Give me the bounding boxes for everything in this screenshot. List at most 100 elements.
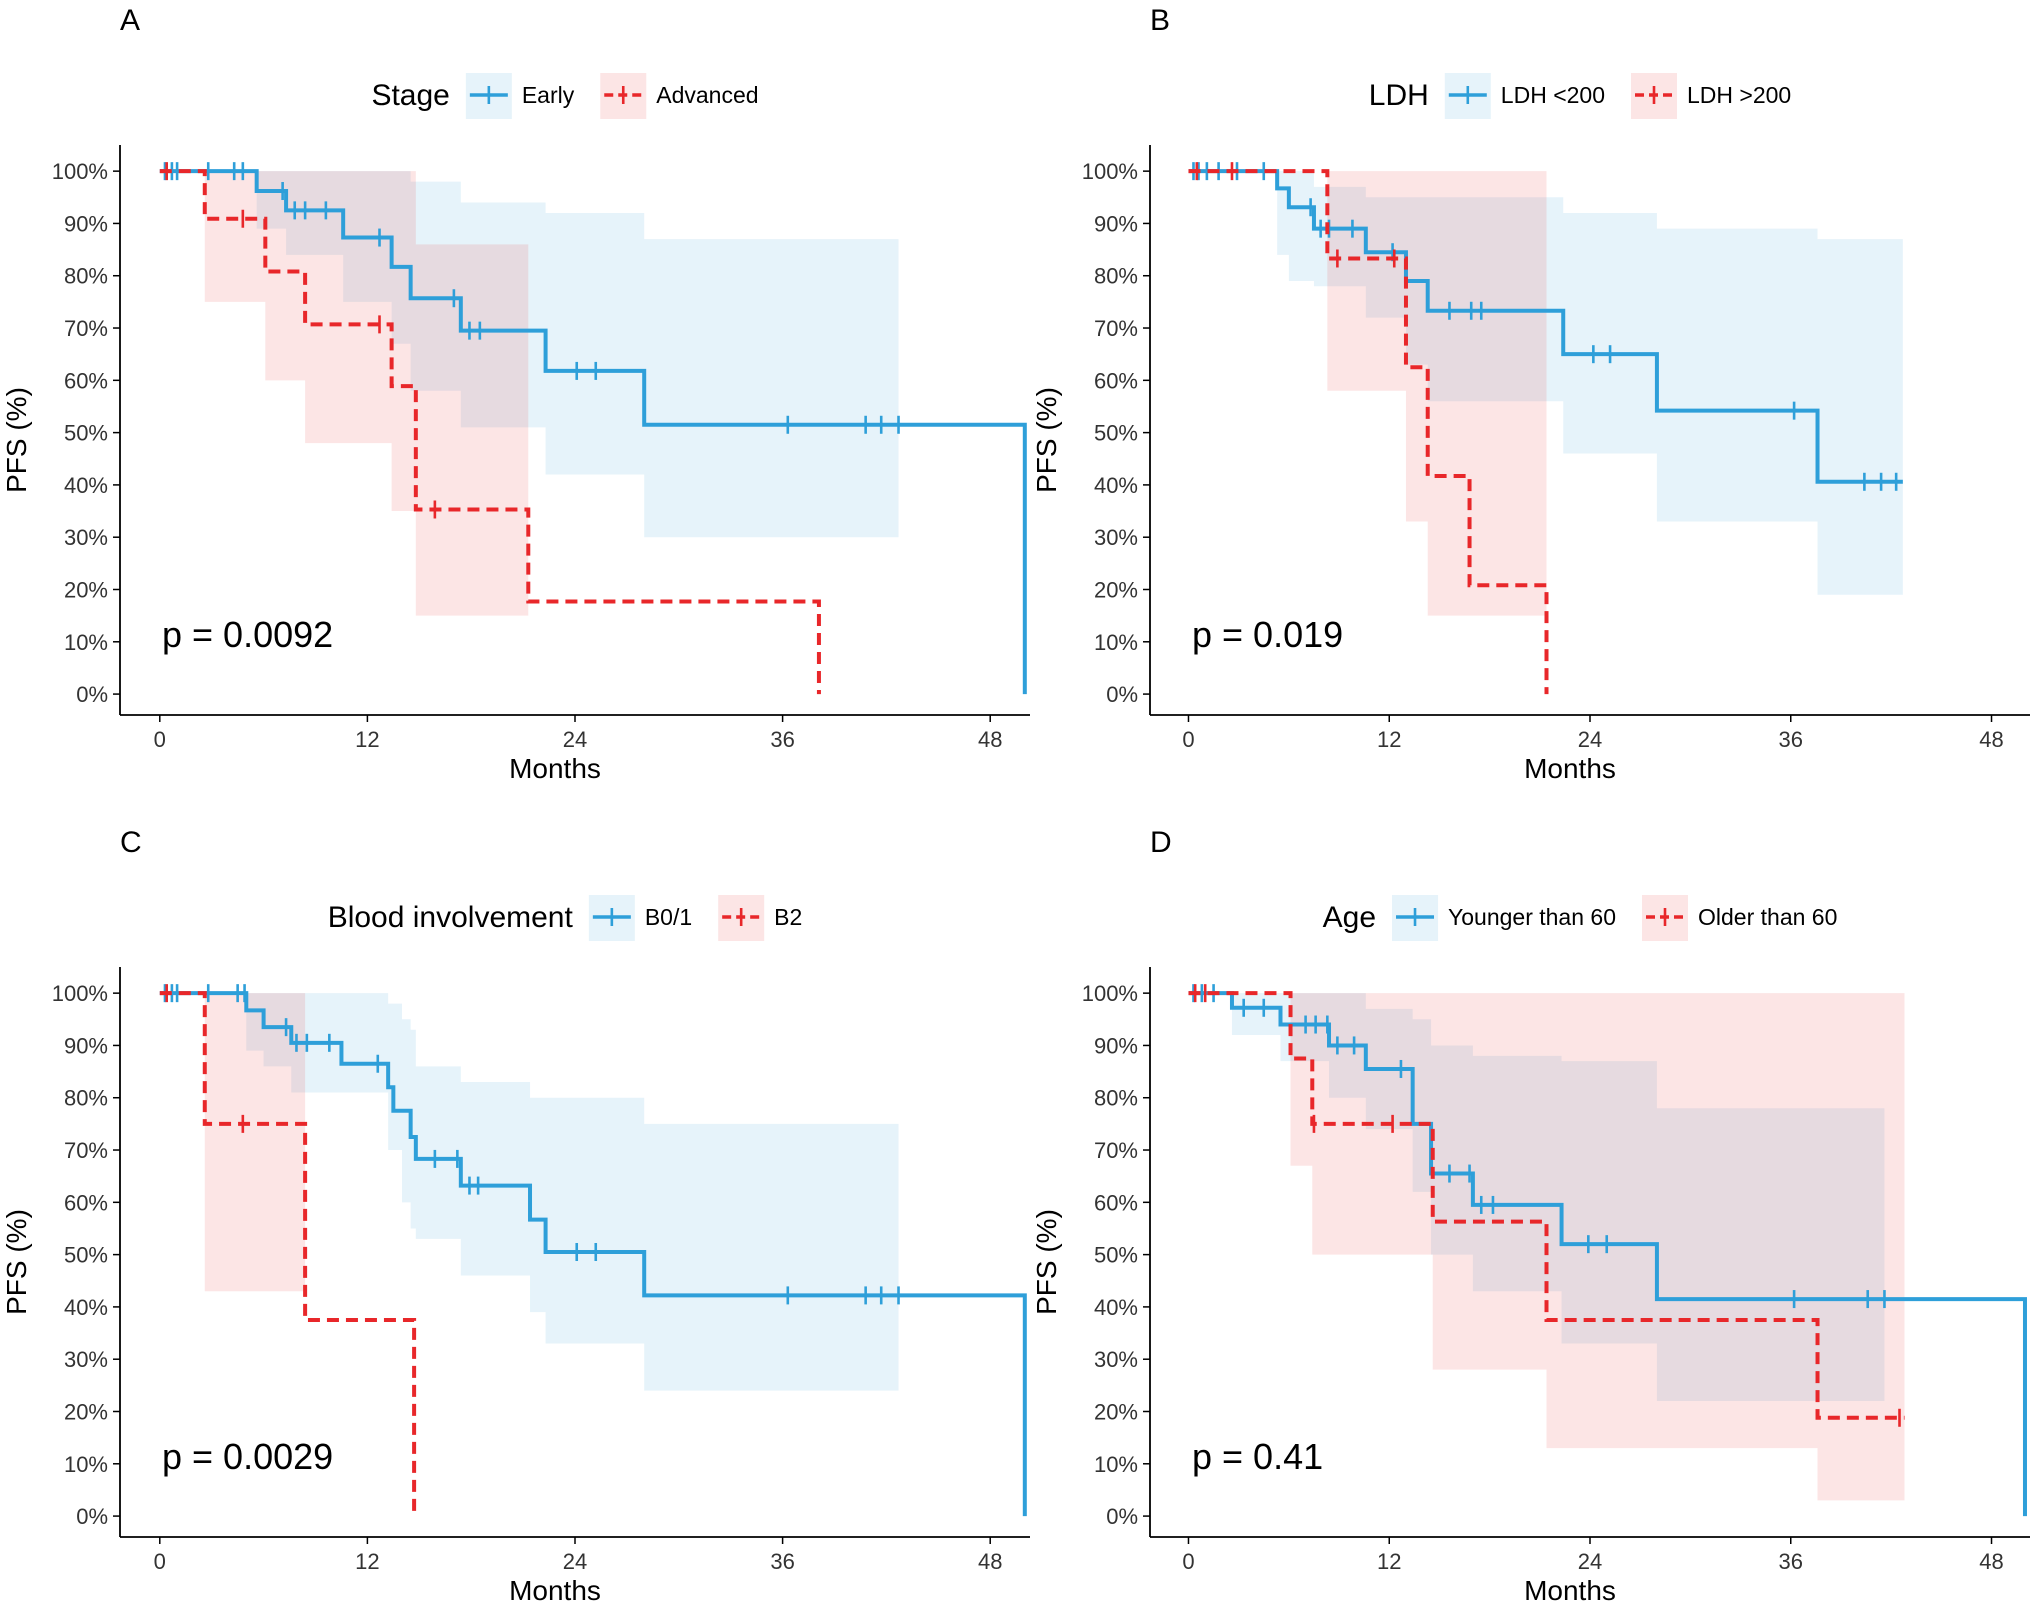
y-tick-label: 80% — [64, 1086, 108, 1111]
y-tick-label: 30% — [64, 525, 108, 550]
x-tick-label: 48 — [978, 727, 1002, 752]
p-value-label: p = 0.0092 — [162, 614, 333, 655]
legend-label-red: LDH >200 — [1687, 82, 1791, 108]
x-axis-title: Months — [509, 753, 601, 784]
y-tick-label: 40% — [64, 473, 108, 498]
panel-letter: B — [1150, 4, 1170, 37]
legend-label-red: Older than 60 — [1698, 904, 1837, 930]
legend: Stage Early Advanced — [371, 73, 759, 119]
y-tick-label: 70% — [1094, 316, 1138, 341]
x-tick-label: 0 — [154, 1549, 166, 1574]
y-tick-label: 60% — [1094, 1190, 1138, 1215]
x-tick-label: 48 — [1979, 727, 2003, 752]
y-tick-label: 80% — [64, 264, 108, 289]
x-tick-label: 12 — [1377, 727, 1401, 752]
panel-letter: A — [120, 4, 140, 37]
y-tick-label: 70% — [64, 1138, 108, 1163]
x-tick-label: 36 — [770, 727, 794, 752]
confidence-band-red — [159, 993, 306, 1292]
y-tick-label: 20% — [64, 1399, 108, 1424]
y-tick-label: 30% — [64, 1347, 108, 1372]
x-axis-title: Months — [1524, 753, 1616, 784]
x-tick-label: 24 — [563, 1549, 587, 1574]
y-axis-title: PFS (%) — [1, 1209, 32, 1315]
x-tick-label: 24 — [563, 727, 587, 752]
y-tick-label: 70% — [1094, 1138, 1138, 1163]
x-tick-label: 0 — [1182, 727, 1194, 752]
legend-title: Age — [1323, 901, 1376, 934]
x-tick-label: 12 — [355, 1549, 379, 1574]
legend-label-blue: Early — [522, 82, 575, 108]
panel-d: D 0% 10% 20% 30% 40% 50% 60% 70% 80% 90% 100% 0 12 24 3… — [1031, 826, 2030, 1606]
legend: Blood involvement B0/1 B2 — [328, 895, 802, 941]
legend-title: Blood involvement — [328, 901, 574, 934]
survival-curve-red — [1188, 991, 1905, 1420]
legend-title: Stage — [371, 79, 449, 112]
panel-c: C 0% 10% 20% 30% 40% 50% 60% 70% 80% 90% 100% 0 12 24 3… — [1, 826, 1030, 1606]
x-tick-label: 36 — [770, 1549, 794, 1574]
x-tick-label: 24 — [1578, 1549, 1602, 1574]
y-tick-label: 80% — [1094, 1086, 1138, 1111]
confidence-band-blue — [1188, 171, 1903, 595]
y-tick-label: 90% — [64, 211, 108, 236]
y-tick-label: 100% — [52, 981, 108, 1006]
x-axis-title: Months — [1524, 1575, 1616, 1606]
x-tick-label: 12 — [355, 727, 379, 752]
y-tick-label: 90% — [64, 1033, 108, 1058]
survival-curve-blue — [159, 169, 1027, 695]
y-tick-label: 50% — [64, 421, 108, 446]
panel-a: A 0% 10% 20% 30% 40% 50% 60% 70% 80% 90% 100% 0 12 24 3… — [1, 4, 1030, 784]
x-tick-label: 36 — [1779, 1549, 1803, 1574]
panel-letter: D — [1150, 826, 1172, 859]
y-tick-label: 10% — [64, 630, 108, 655]
survival-curve-blue — [1188, 991, 2027, 1517]
x-tick-label: 48 — [978, 1549, 1002, 1574]
y-tick-label: 50% — [1094, 421, 1138, 446]
y-tick-label: 100% — [1082, 159, 1138, 184]
y-tick-label: 0% — [76, 1504, 108, 1529]
legend-title: LDH — [1369, 79, 1429, 112]
y-tick-label: 0% — [1106, 1504, 1138, 1529]
legend-label-blue: B0/1 — [645, 904, 692, 930]
panel-letter: C — [120, 826, 142, 859]
x-axis-title: Months — [509, 1575, 601, 1606]
x-tick-label: 48 — [1979, 1549, 2003, 1574]
y-tick-label: 60% — [64, 368, 108, 393]
y-tick-label: 20% — [1094, 577, 1138, 602]
legend: LDH LDH <200 LDH >200 — [1369, 73, 1791, 119]
y-tick-label: 30% — [1094, 1347, 1138, 1372]
y-tick-label: 30% — [1094, 525, 1138, 550]
y-tick-label: 40% — [1094, 473, 1138, 498]
y-tick-label: 90% — [1094, 211, 1138, 236]
y-tick-label: 50% — [64, 1243, 108, 1268]
y-tick-label: 50% — [1094, 1243, 1138, 1268]
y-tick-label: 100% — [1082, 981, 1138, 1006]
survival-curve-red — [159, 991, 417, 1517]
y-axis-title: PFS (%) — [1031, 1209, 1062, 1315]
p-value-label: p = 0.0029 — [162, 1436, 333, 1477]
y-tick-label: 10% — [1094, 630, 1138, 655]
y-tick-label: 90% — [1094, 1033, 1138, 1058]
x-tick-label: 12 — [1377, 1549, 1401, 1574]
y-tick-label: 40% — [64, 1295, 108, 1320]
survival-curve-red — [1188, 169, 1549, 695]
y-tick-label: 10% — [1094, 1452, 1138, 1477]
x-tick-label: 0 — [1182, 1549, 1194, 1574]
confidence-band-blue — [159, 171, 899, 538]
confidence-band-red — [1188, 171, 1547, 616]
y-tick-label: 60% — [1094, 368, 1138, 393]
survival-curve-blue — [159, 991, 1027, 1517]
x-tick-label: 24 — [1578, 727, 1602, 752]
y-tick-label: 40% — [1094, 1295, 1138, 1320]
y-tick-label: 100% — [52, 159, 108, 184]
x-tick-label: 36 — [1779, 727, 1803, 752]
legend-label-red: B2 — [774, 904, 802, 930]
p-value-label: p = 0.019 — [1192, 614, 1343, 655]
legend: Age Younger than 60 Older than 60 — [1323, 895, 1837, 941]
legend-label-red: Advanced — [656, 82, 758, 108]
y-tick-label: 20% — [1094, 1399, 1138, 1424]
y-axis-title: PFS (%) — [1031, 387, 1062, 493]
survival-curve-red — [159, 169, 821, 695]
y-tick-label: 0% — [76, 682, 108, 707]
